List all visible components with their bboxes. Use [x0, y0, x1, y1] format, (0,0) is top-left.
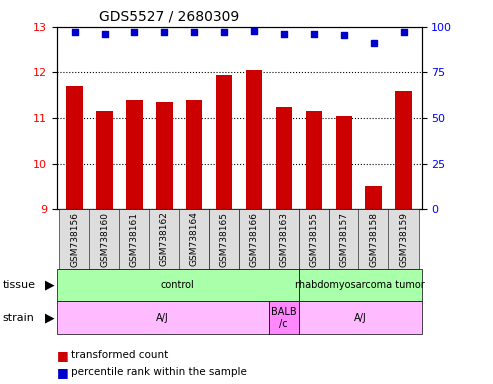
Text: GSM738157: GSM738157 — [339, 212, 348, 266]
Point — [131, 29, 139, 35]
Point — [70, 29, 78, 35]
Text: rhabdomyosarcoma tumor: rhabdomyosarcoma tumor — [295, 280, 425, 290]
Text: GSM738156: GSM738156 — [70, 212, 79, 266]
Text: GSM738166: GSM738166 — [249, 212, 258, 266]
Text: ■: ■ — [57, 349, 69, 362]
Text: A/J: A/J — [353, 313, 366, 323]
Text: GSM738163: GSM738163 — [280, 212, 288, 266]
Bar — [365, 187, 382, 209]
Bar — [96, 111, 113, 209]
Text: GSM738158: GSM738158 — [369, 212, 378, 266]
Bar — [395, 91, 412, 209]
Point — [250, 28, 258, 34]
Text: ▶: ▶ — [45, 279, 55, 291]
Bar — [67, 86, 83, 209]
Bar — [216, 75, 232, 209]
Point — [190, 29, 198, 35]
Bar — [156, 102, 173, 209]
Text: GSM738165: GSM738165 — [220, 212, 229, 266]
Point — [220, 29, 228, 35]
Text: transformed count: transformed count — [71, 350, 169, 360]
Point — [310, 31, 318, 37]
Text: tissue: tissue — [2, 280, 35, 290]
Text: control: control — [161, 280, 195, 290]
Point — [340, 32, 348, 38]
Text: GDS5527 / 2680309: GDS5527 / 2680309 — [99, 10, 239, 23]
Text: ▶: ▶ — [45, 311, 55, 324]
Bar — [126, 100, 142, 209]
Bar — [276, 107, 292, 209]
Text: BALB
/c: BALB /c — [271, 307, 296, 329]
Point — [280, 31, 288, 37]
Point — [101, 31, 108, 37]
Point — [400, 29, 408, 35]
Bar — [306, 111, 322, 209]
Bar — [336, 116, 352, 209]
Text: GSM738164: GSM738164 — [190, 212, 199, 266]
Text: GSM738155: GSM738155 — [310, 212, 318, 266]
Text: A/J: A/J — [156, 313, 169, 323]
Text: GSM738160: GSM738160 — [100, 212, 109, 266]
Text: ■: ■ — [57, 366, 69, 379]
Bar — [246, 70, 262, 209]
Point — [160, 29, 168, 35]
Text: GSM738162: GSM738162 — [160, 212, 169, 266]
Point — [370, 40, 378, 46]
Text: percentile rank within the sample: percentile rank within the sample — [71, 367, 247, 377]
Text: GSM738159: GSM738159 — [399, 212, 408, 266]
Bar — [186, 100, 203, 209]
Text: GSM738161: GSM738161 — [130, 212, 139, 266]
Text: strain: strain — [2, 313, 35, 323]
